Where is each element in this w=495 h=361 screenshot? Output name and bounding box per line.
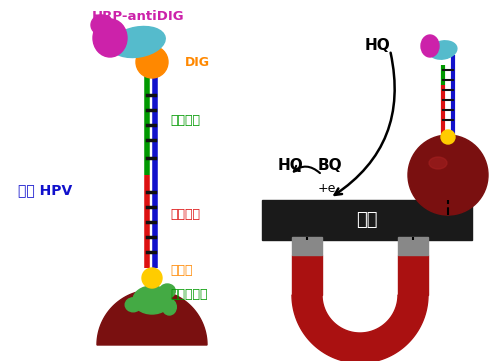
Bar [292,255,322,295]
FancyArrowPatch shape [294,166,320,173]
Text: 链霨亲合素: 链霨亲合素 [170,288,207,301]
Bar [292,237,322,255]
Text: DIG: DIG [185,56,210,69]
Text: 捕获探针: 捕获探针 [170,209,200,222]
Bar [398,255,428,295]
Text: +e: +e [318,182,337,195]
Circle shape [441,130,455,144]
Text: 目标 HPV: 目标 HPV [18,183,72,197]
Ellipse shape [111,26,165,57]
Ellipse shape [159,284,175,298]
Text: 电极: 电极 [356,211,378,229]
Text: HQ: HQ [364,38,390,52]
Text: 生物素: 生物素 [170,264,193,277]
Text: HQ: HQ [278,157,304,173]
Ellipse shape [133,286,171,314]
Text: BQ: BQ [318,157,343,173]
Ellipse shape [91,15,113,35]
Circle shape [408,135,488,215]
Text: 检测探针: 检测探针 [170,113,200,126]
Polygon shape [292,295,428,361]
Polygon shape [97,290,207,345]
Ellipse shape [429,157,447,169]
Bar [262,200,472,240]
Circle shape [142,268,162,288]
Ellipse shape [125,298,141,312]
Ellipse shape [421,35,439,57]
Text: HRP-antiDIG: HRP-antiDIG [92,10,184,23]
Ellipse shape [162,299,176,315]
Circle shape [136,46,168,78]
Ellipse shape [93,19,127,57]
Bar [398,237,428,255]
Ellipse shape [429,41,457,59]
FancyArrowPatch shape [335,53,395,195]
